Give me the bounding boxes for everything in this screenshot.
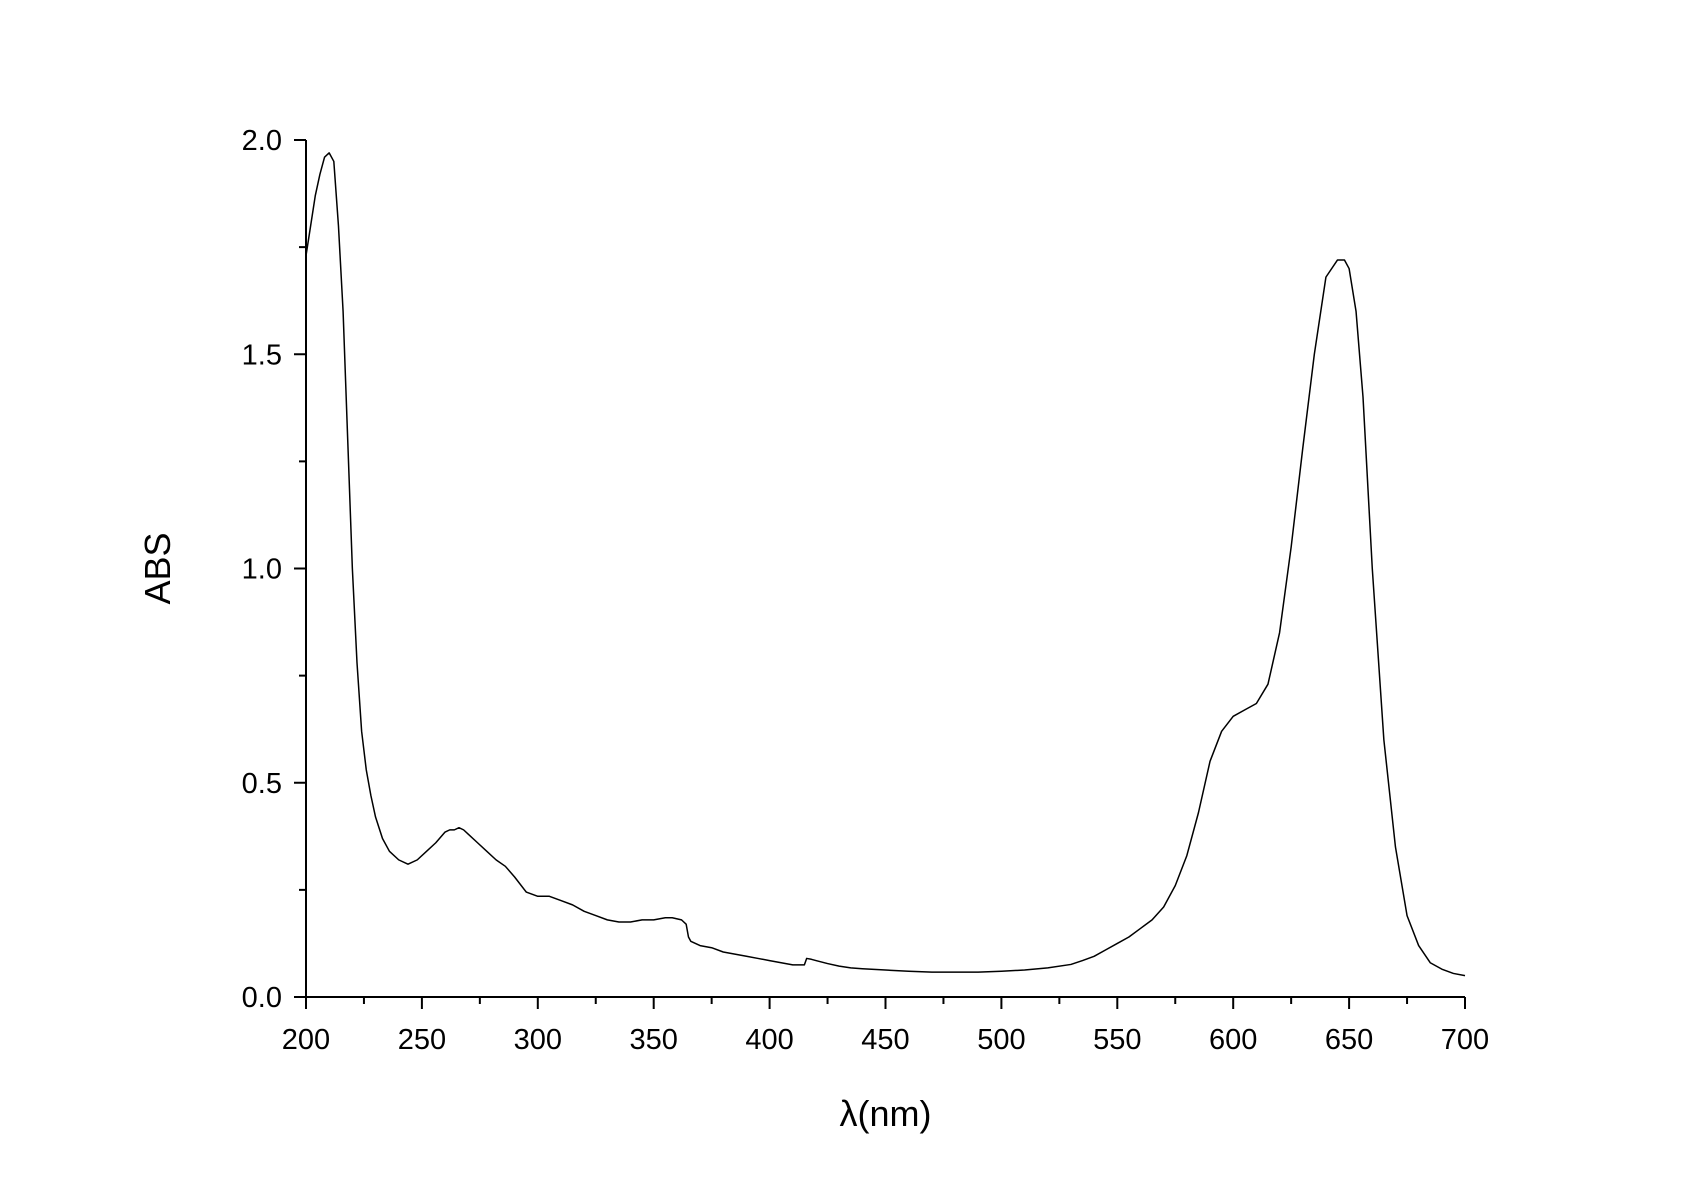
y-tick-label: 1.5 xyxy=(242,339,282,371)
x-tick-label: 300 xyxy=(514,1024,562,1056)
series-layer xyxy=(305,152,1466,977)
y-tick-label: 0.5 xyxy=(242,768,282,800)
y-axis-title: ABS xyxy=(137,532,178,604)
x-tick-label: 650 xyxy=(1325,1024,1373,1056)
x-tick-label: 350 xyxy=(630,1024,678,1056)
x-tick-label: 400 xyxy=(745,1024,793,1056)
x-tick-label: 200 xyxy=(282,1024,330,1056)
x-tick-label: 250 xyxy=(398,1024,446,1056)
x-axis-title: λ(nm) xyxy=(840,1093,932,1134)
x-tick-label: 550 xyxy=(1093,1024,1141,1056)
x-tick-label: 450 xyxy=(861,1024,909,1056)
y-axis: 0.0 0.5 1.0 1.5 2.0 xyxy=(242,125,307,1014)
y-tick-label: 0.0 xyxy=(242,982,282,1014)
x-tick-label: 700 xyxy=(1441,1024,1489,1056)
x-tick-label: 500 xyxy=(977,1024,1025,1056)
y-tick-label: 2.0 xyxy=(242,125,282,157)
x-tick-label: 600 xyxy=(1209,1024,1257,1056)
absorbance-series-line xyxy=(305,152,1466,977)
x-axis: 200 250 300 350 400 450 500 550 600 650 700 xyxy=(282,996,1489,1056)
y-tick-label: 1.0 xyxy=(242,554,282,586)
